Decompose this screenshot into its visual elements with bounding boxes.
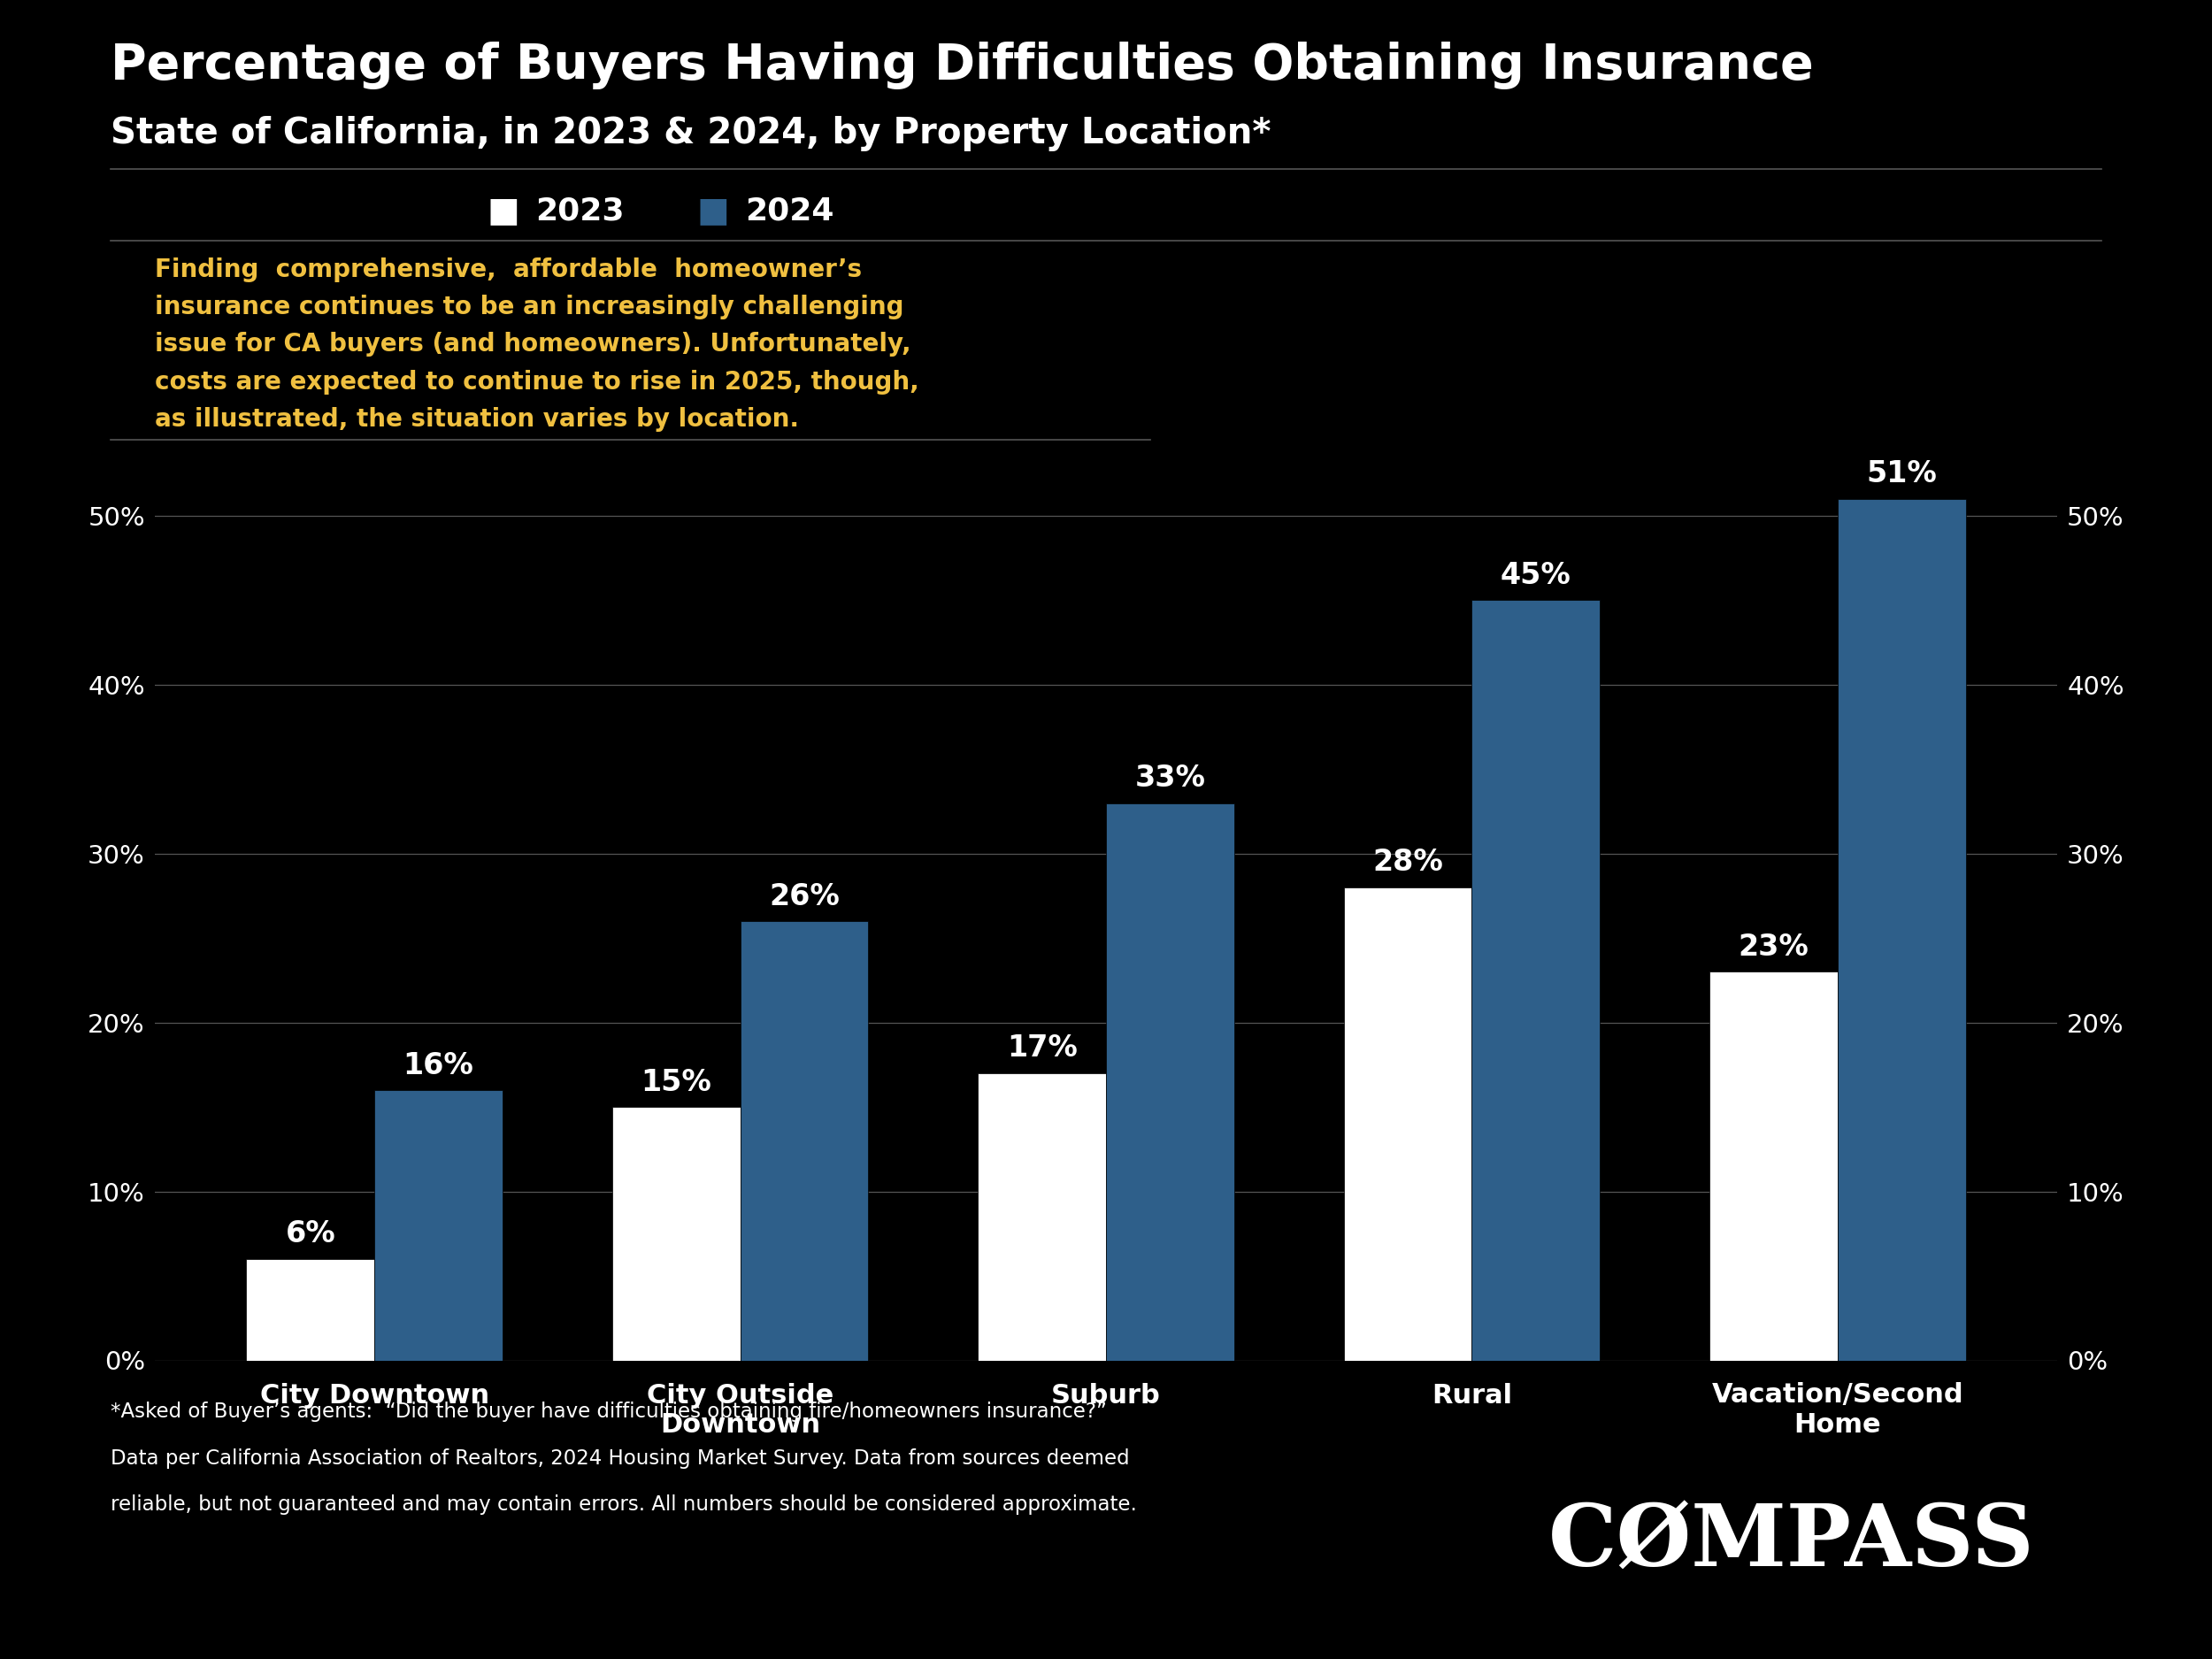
Text: 2023: 2023	[535, 196, 624, 226]
Text: Finding  comprehensive,  affordable  homeowner’s
insurance continues to be an in: Finding comprehensive, affordable homeow…	[155, 257, 920, 431]
Text: ■: ■	[487, 194, 520, 227]
Text: 16%: 16%	[403, 1050, 473, 1080]
Bar	[1710, 972, 1838, 1360]
Text: Data per California Association of Realtors, 2024 Housing Market Survey. Data fr: Data per California Association of Realt…	[111, 1448, 1130, 1468]
Text: *Asked of Buyer’s agents:  “Did the buyer have difficulties obtaining fire/homeo: *Asked of Buyer’s agents: “Did the buyer…	[111, 1402, 1106, 1422]
Text: 26%: 26%	[770, 883, 841, 911]
Bar	[374, 1090, 502, 1360]
Text: 51%: 51%	[1867, 460, 1938, 489]
Bar	[1345, 888, 1471, 1360]
Bar	[1471, 601, 1599, 1360]
Bar	[246, 1259, 374, 1360]
Text: 33%: 33%	[1135, 763, 1206, 793]
Bar	[1838, 499, 1966, 1360]
Text: 17%: 17%	[1006, 1034, 1077, 1063]
Text: Percentage of Buyers Having Difficulties Obtaining Insurance: Percentage of Buyers Having Difficulties…	[111, 41, 1814, 90]
Text: ■: ■	[697, 194, 730, 227]
Text: CØMPASS: CØMPASS	[1548, 1501, 2035, 1584]
Text: 23%: 23%	[1739, 932, 1809, 962]
Text: State of California, in 2023 & 2024, by Property Location*: State of California, in 2023 & 2024, by …	[111, 116, 1272, 151]
Bar	[741, 921, 869, 1360]
Bar	[978, 1073, 1106, 1360]
Text: reliable, but not guaranteed and may contain errors. All numbers should be consi: reliable, but not guaranteed and may con…	[111, 1495, 1137, 1515]
Text: 2024: 2024	[745, 196, 834, 226]
Text: 28%: 28%	[1371, 848, 1442, 878]
Text: 45%: 45%	[1500, 561, 1571, 591]
Text: 6%: 6%	[285, 1219, 336, 1249]
Bar	[1106, 803, 1234, 1360]
Bar	[613, 1107, 741, 1360]
Text: 15%: 15%	[641, 1068, 712, 1097]
